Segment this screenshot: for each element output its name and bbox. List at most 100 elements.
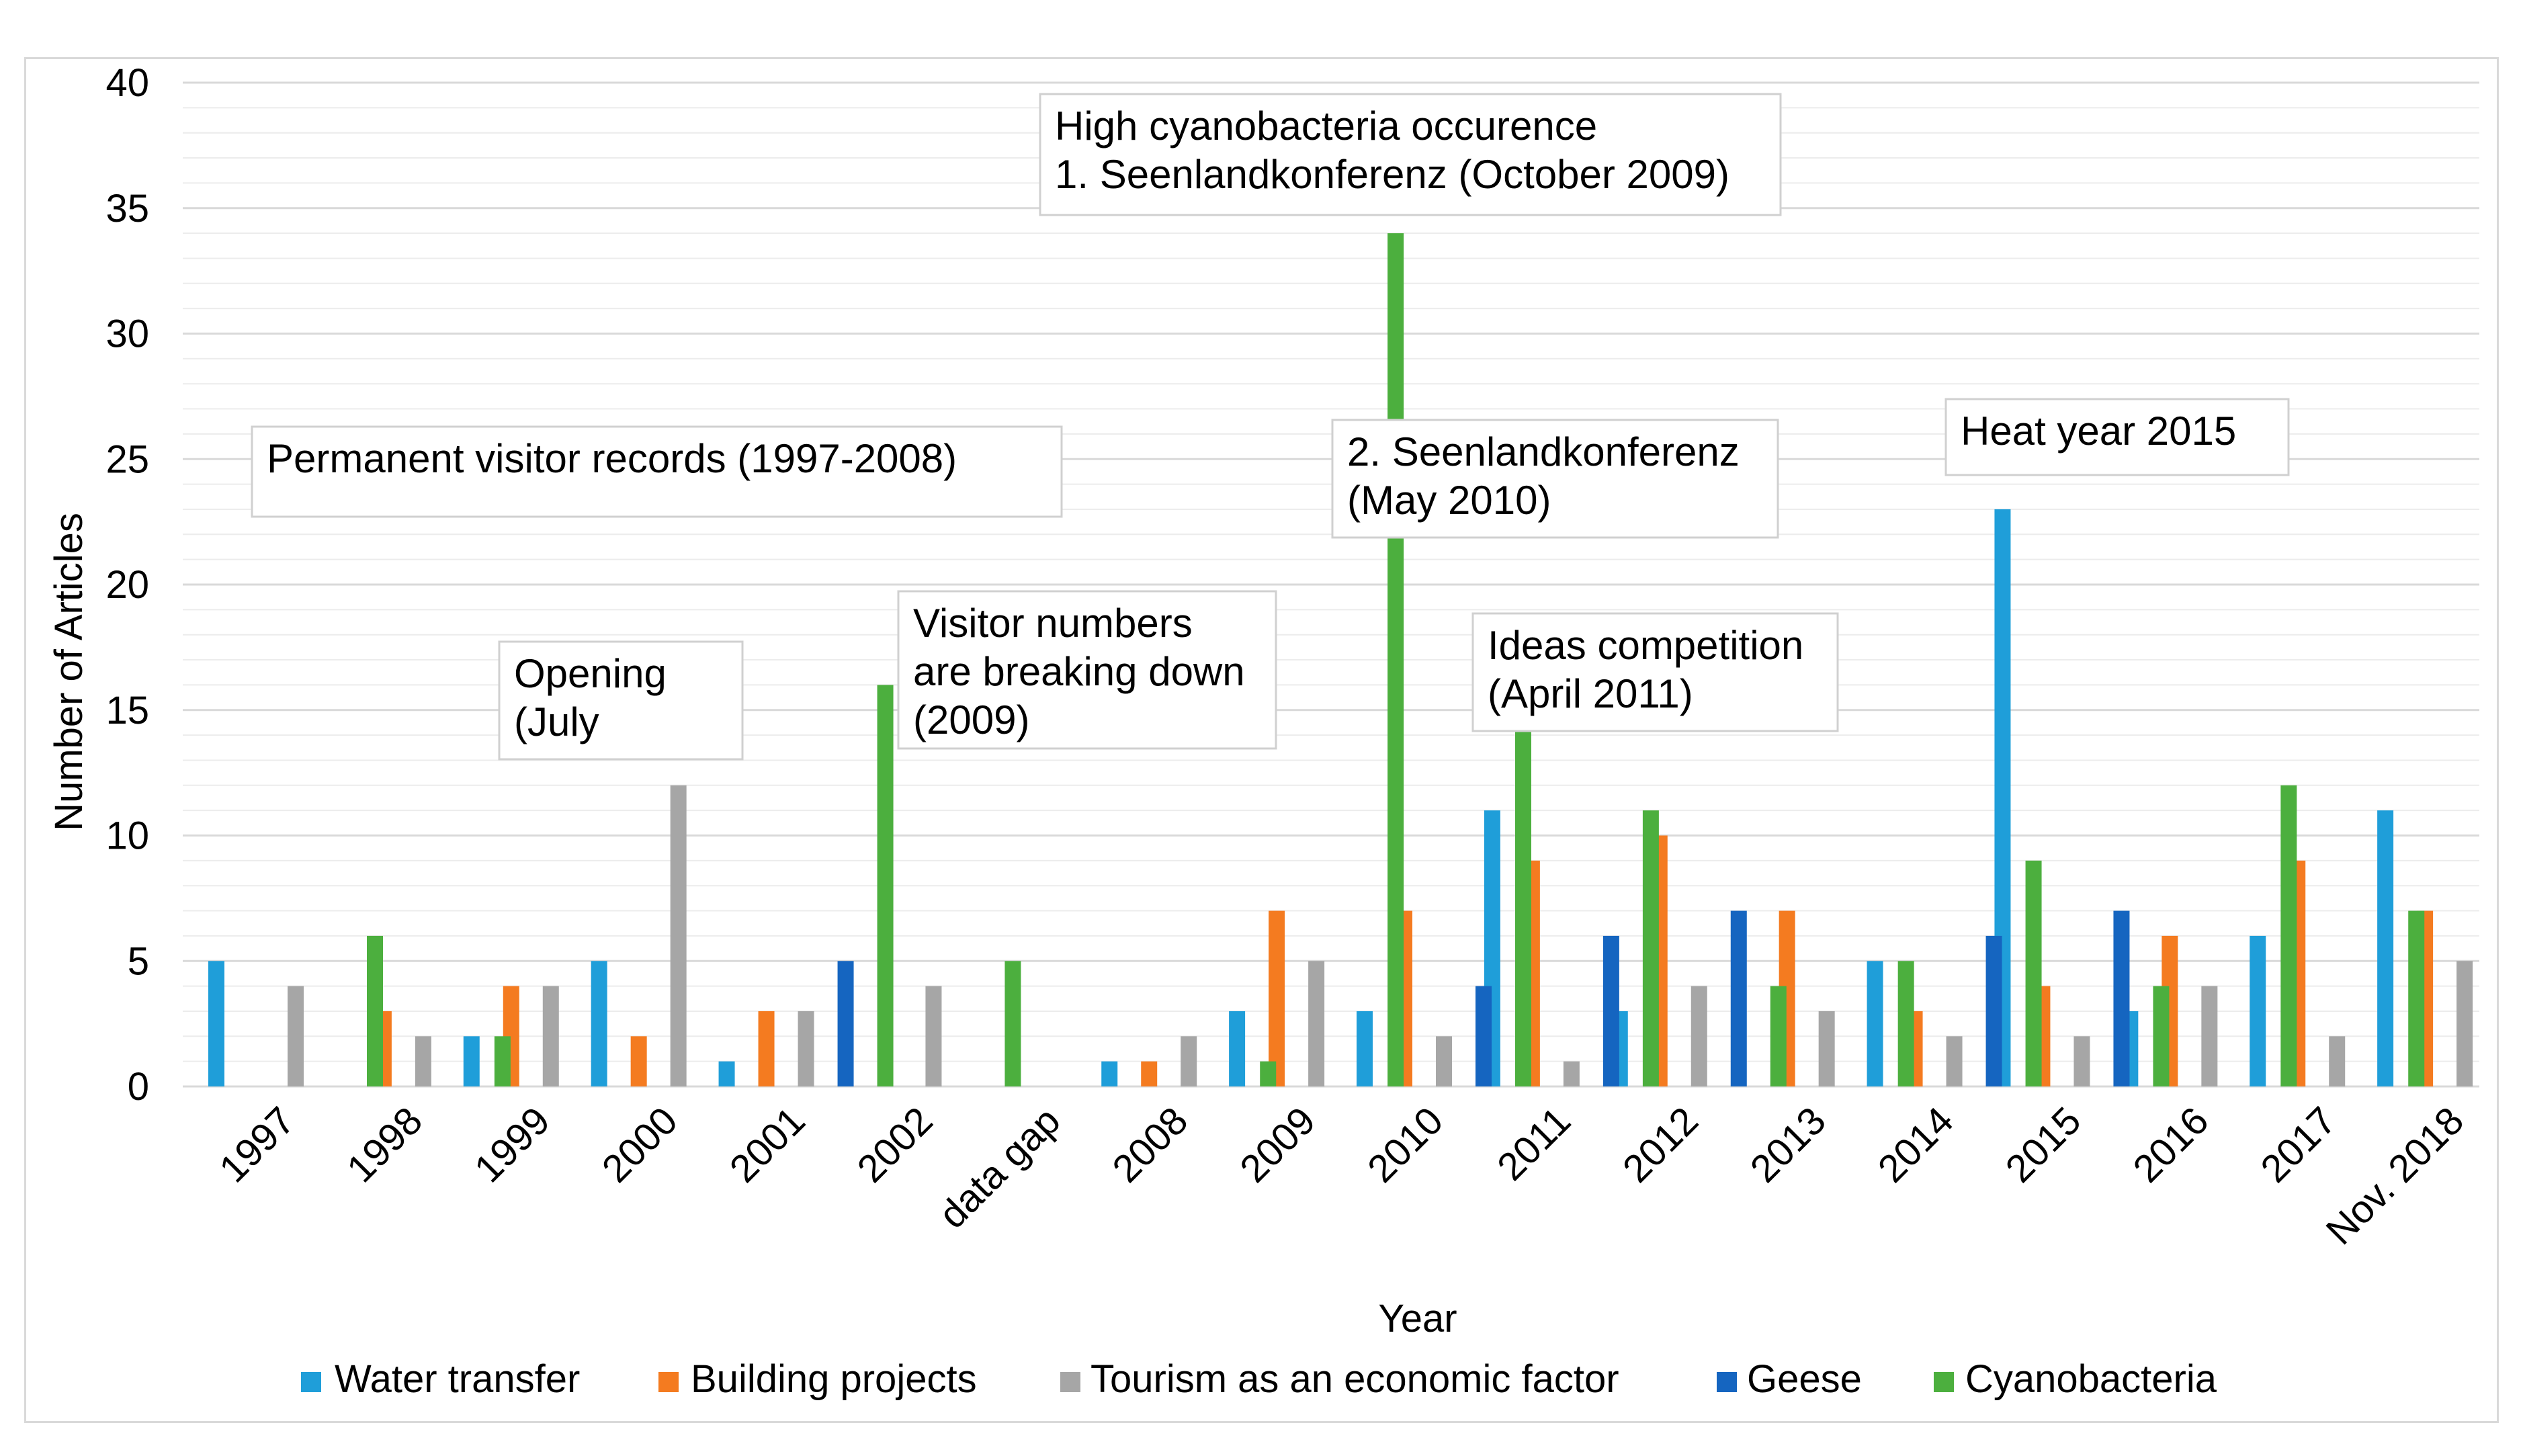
bar: [877, 685, 894, 1086]
bar: [542, 986, 559, 1086]
annotation-text: (April 2011): [1488, 671, 1693, 716]
annotation-text: High cyanobacteria occurence: [1055, 103, 1597, 148]
y-tick-label: 40: [105, 61, 149, 105]
annotation-text: Visitor numbers: [913, 601, 1193, 646]
bar: [1985, 935, 2002, 1086]
x-tick-label: 2009: [1232, 1099, 1324, 1191]
annotation-text: (May 2010): [1347, 478, 1551, 523]
bar: [718, 1061, 735, 1086]
bar: [2408, 910, 2425, 1086]
bar: [2329, 1036, 2346, 1086]
x-tick-label: 1997: [211, 1099, 303, 1191]
bar: [494, 1036, 511, 1086]
legend-label: Building projects: [691, 1357, 977, 1401]
legend-swatch: [1717, 1372, 1737, 1392]
bar: [2280, 785, 2297, 1086]
y-tick-label: 30: [105, 312, 149, 356]
y-tick-label: 10: [105, 814, 149, 858]
x-tick-label: Nov. 2018: [2317, 1099, 2472, 1253]
legend-label: Water transfer: [335, 1357, 580, 1401]
annotation-box: [1331, 419, 1779, 539]
bar: [2113, 910, 2130, 1086]
annotation-box: [897, 590, 1277, 750]
bar: [1387, 233, 1404, 1087]
annotation-text: (2009): [913, 697, 1029, 742]
x-tick-label: 2010: [1359, 1099, 1451, 1191]
bar: [837, 961, 854, 1086]
y-tick-label: 0: [128, 1065, 149, 1109]
bar: [1730, 910, 1747, 1086]
bar: [1897, 961, 1914, 1086]
annotation-text: Opening: [514, 651, 667, 696]
bar: [925, 986, 942, 1086]
bar: [1269, 910, 1285, 1086]
annotation-text: Ideas competition: [1488, 623, 1803, 668]
annotation-box: [251, 425, 1063, 518]
annotation-box: [498, 640, 744, 761]
bar: [798, 1011, 814, 1086]
bar: [1181, 1036, 1197, 1086]
x-tick-label: 2017: [2252, 1099, 2344, 1191]
bar: [2153, 986, 2170, 1086]
y-tick-label: 15: [105, 689, 149, 732]
legend-swatch: [1060, 1372, 1080, 1392]
bar: [758, 1011, 775, 1086]
y-tick-label: 20: [105, 563, 149, 607]
x-tick-label: 1999: [466, 1099, 558, 1191]
legend-swatch: [658, 1372, 679, 1392]
bar: [2025, 860, 2042, 1086]
bar: [1946, 1036, 1963, 1086]
legend-label: Tourism as an economic factor: [1091, 1357, 1619, 1401]
bar: [1818, 1011, 1835, 1086]
bar: [2250, 935, 2266, 1086]
x-tick-label: 2014: [1870, 1099, 1962, 1191]
annotation-text: 1. Seenlandkonferenz (October 2009): [1055, 152, 1729, 197]
y-axis-title: Number of Articles: [47, 513, 91, 831]
bar: [1357, 1011, 1373, 1086]
bar: [1476, 986, 1492, 1086]
bar: [415, 1036, 431, 1086]
legend-swatch: [301, 1372, 321, 1392]
bar: [1229, 1011, 1246, 1086]
legend-swatch: [1934, 1372, 1954, 1392]
x-tick-label: 2016: [2125, 1099, 2217, 1191]
legend-label: Cyanobacteria: [1965, 1357, 2217, 1401]
x-tick-label: 2012: [1615, 1099, 1707, 1191]
bar: [630, 1036, 647, 1086]
annotation-text: Heat year 2015: [1961, 409, 2236, 454]
bar: [1867, 961, 1883, 1086]
bar: [1436, 1036, 1452, 1086]
y-tick-label: 35: [105, 187, 149, 230]
y-tick-label: 5: [128, 939, 149, 983]
bar: [1770, 986, 1787, 1086]
bar: [1308, 961, 1325, 1086]
x-tick-label: 1998: [339, 1099, 431, 1191]
x-tick-label: 2000: [594, 1099, 686, 1191]
x-tick-label: 2013: [1742, 1099, 1834, 1191]
bar: [670, 785, 687, 1086]
x-tick-label: 2015: [1997, 1099, 2089, 1191]
bar: [288, 986, 304, 1086]
bar: [2377, 810, 2394, 1086]
bar: [1004, 961, 1021, 1086]
bar: [591, 961, 607, 1086]
x-tick-label: data gap: [931, 1099, 1069, 1237]
annotation-text: (July: [514, 699, 599, 744]
bar: [1141, 1061, 1158, 1086]
annotation-box: [1471, 612, 1839, 732]
annotation-text: Permanent visitor records (1997-2008): [267, 436, 957, 481]
bar: [367, 935, 383, 1086]
bar: [2456, 961, 2473, 1086]
legend-label: Geese: [1747, 1357, 1862, 1401]
bar: [1602, 935, 1619, 1086]
bar: [1101, 1061, 1118, 1086]
bar: [1691, 986, 1707, 1086]
annotation-box: [1944, 398, 2290, 476]
bar: [208, 961, 224, 1086]
bar: [1642, 810, 1659, 1086]
y-tick-label: 25: [105, 437, 149, 481]
bar: [2201, 986, 2218, 1086]
x-axis-title: Year: [1378, 1297, 1457, 1340]
bar: [1260, 1061, 1277, 1086]
